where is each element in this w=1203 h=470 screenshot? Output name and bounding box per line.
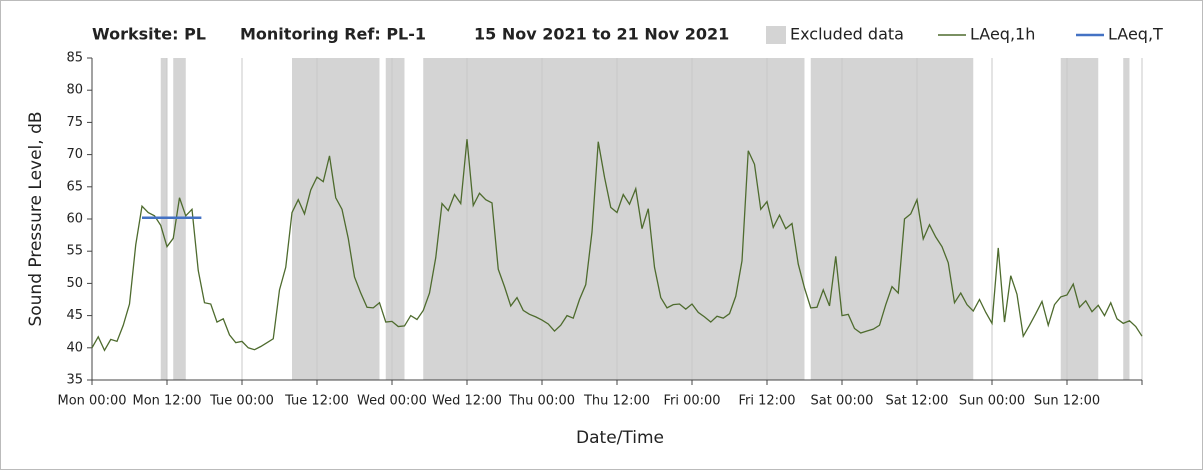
x-tick-label: Sat 12:00: [886, 394, 949, 409]
x-tick-label: Wed 00:00: [357, 394, 427, 409]
x-tick-label: Sun 12:00: [1034, 394, 1100, 409]
y-tick-label: 65: [66, 179, 83, 194]
title-worksite: Worksite: PL: [92, 25, 206, 44]
x-tick-label: Fri 00:00: [663, 394, 720, 409]
title-dates: 15 Nov 2021 to 21 Nov 2021: [474, 25, 729, 44]
legend-label: LAeq,1h: [970, 25, 1035, 44]
excluded-band: [173, 58, 186, 380]
excluded-band: [385, 58, 405, 380]
excluded-band: [423, 58, 805, 380]
excluded-band: [292, 58, 380, 380]
y-axis-label: Sound Pressure Level, dB: [26, 111, 46, 326]
line-0: [91, 139, 1143, 352]
x-tick-label: Sun 00:00: [959, 394, 1025, 409]
y-tick-label: 45: [66, 308, 83, 323]
x-tick-label: Fri 12:00: [738, 394, 795, 409]
y-tick-label: 35: [66, 373, 83, 388]
y-tick-label: 70: [66, 147, 83, 162]
y-tick-label: 50: [66, 276, 83, 291]
x-tick-label: Sat 00:00: [811, 394, 874, 409]
x-tick-label: Tue 12:00: [284, 394, 349, 409]
excluded-band: [810, 58, 974, 380]
y-tick-label: 55: [66, 244, 83, 259]
x-axis-label: Date/Time: [576, 428, 664, 448]
excluded-band: [160, 58, 167, 380]
y-tick-label: 80: [66, 83, 83, 98]
y-tick-label: 75: [66, 115, 83, 130]
y-tick-label: 60: [66, 212, 83, 227]
x-tick-label: Mon 00:00: [57, 394, 126, 409]
x-tick-label: Tue 00:00: [209, 394, 274, 409]
x-tick-label: Mon 12:00: [132, 394, 201, 409]
legend-label: LAeq,T: [1108, 25, 1163, 44]
title-ref: Monitoring Ref: PL-1: [240, 25, 426, 44]
x-tick-label: Wed 12:00: [432, 394, 502, 409]
x-tick-label: Thu 00:00: [508, 394, 575, 409]
legend-label: Excluded data: [790, 25, 904, 44]
x-tick-label: Thu 12:00: [583, 394, 650, 409]
excluded-band: [1123, 58, 1130, 380]
excluded-band: [1060, 58, 1099, 380]
legend-swatch: [766, 26, 786, 44]
y-tick-label: 40: [66, 340, 83, 355]
y-tick-label: 85: [66, 51, 83, 66]
